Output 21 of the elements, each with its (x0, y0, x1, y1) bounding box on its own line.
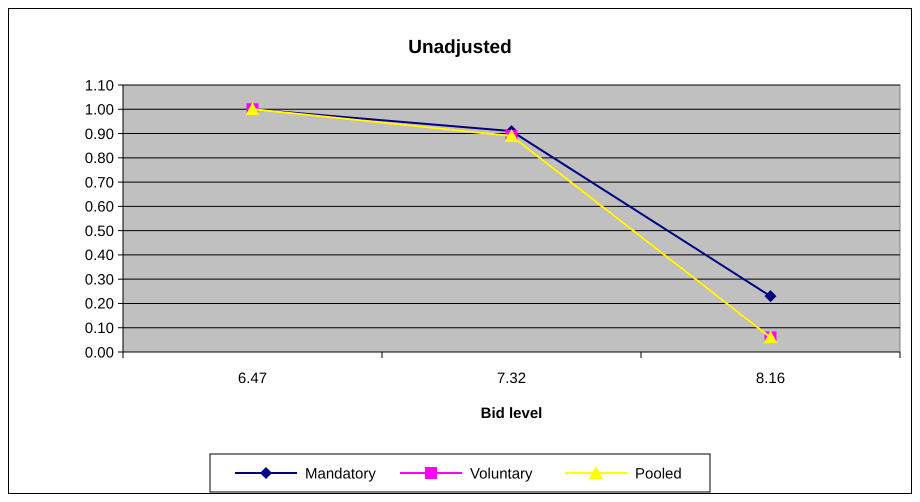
y-tick-label: 0.90 (84, 126, 114, 143)
x-axis-title: Bid level (480, 405, 542, 422)
y-tick-label: 0.40 (84, 247, 114, 264)
x-tick-label: 8.16 (756, 370, 786, 387)
y-tick-label: 0.50 (84, 222, 114, 240)
x-tick-label: 7.32 (496, 370, 526, 387)
point (764, 290, 776, 302)
y-tick-label: 1.00 (84, 102, 114, 119)
y-tick-label: 0.10 (84, 320, 114, 337)
legend-label: Pooled (635, 465, 682, 482)
legend-label: Voluntary (470, 465, 534, 482)
y-tick-label: 0.20 (84, 296, 114, 313)
y-tick-label: 0.00 (84, 344, 114, 362)
y-tick-label: 0.80 (84, 150, 114, 168)
chart-title: Unadjusted (408, 37, 512, 58)
y-tick-label: 0.70 (84, 174, 114, 192)
y-tick-label: 1.10 (84, 77, 114, 94)
y-tick-label: 0.60 (84, 198, 114, 216)
x-tick-label: 6.47 (238, 370, 268, 387)
y-tick-label: 0.30 (84, 271, 114, 288)
legend-label: Mandatory (305, 465, 376, 482)
